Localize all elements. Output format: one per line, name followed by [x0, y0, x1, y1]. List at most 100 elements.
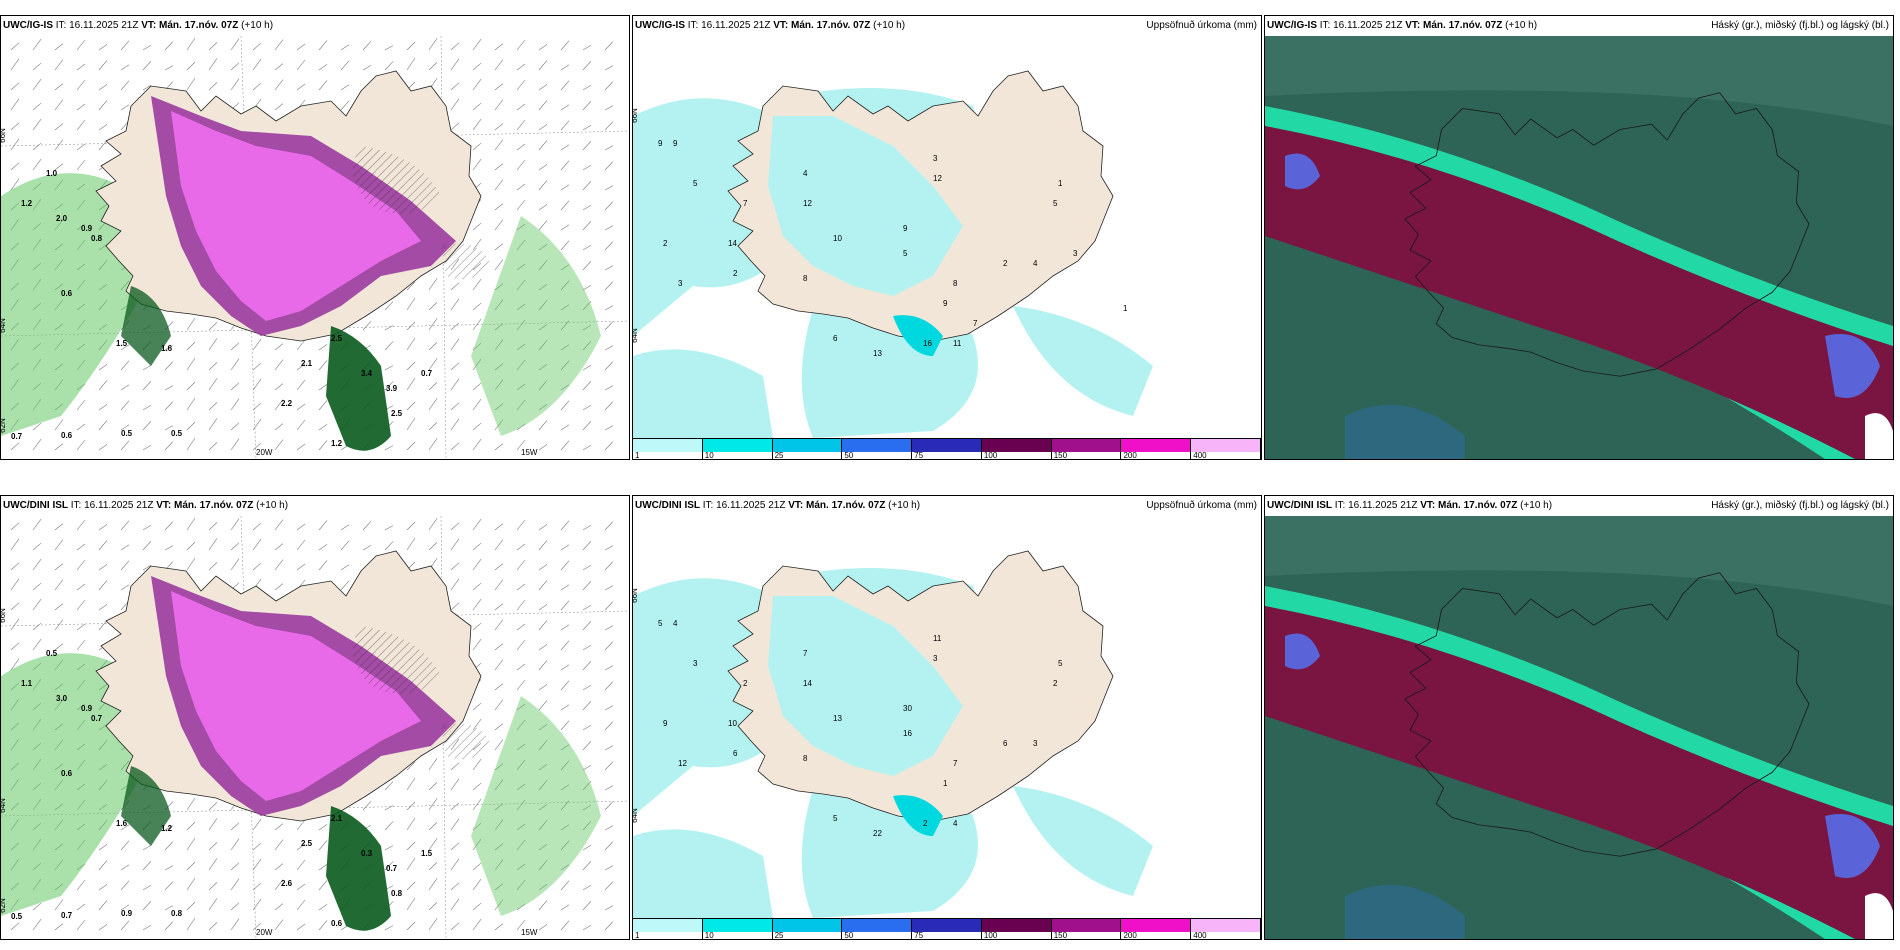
- wind-barb: [538, 404, 548, 411]
- graticule-line: [240, 516, 257, 939]
- wind-barb: [538, 100, 548, 111]
- wind-barb: [208, 522, 218, 531]
- lead-time: (+10 h): [1520, 500, 1553, 511]
- value-label: 8: [803, 754, 808, 763]
- vt-label: VT:: [773, 20, 789, 31]
- wind-barb: [76, 439, 86, 451]
- wind-barb: [582, 604, 592, 611]
- wind-barb: [406, 857, 416, 871]
- wind-barb: [472, 919, 482, 931]
- wind-barb: [252, 379, 262, 391]
- wind-barb: [98, 564, 108, 571]
- wind-barb: [186, 61, 196, 71]
- value-label: 5: [1053, 199, 1058, 208]
- wind-barb: [516, 839, 526, 851]
- colorbar-label: 200: [1123, 931, 1137, 940]
- value-label: 0.7: [421, 369, 433, 378]
- wind-barb: [98, 44, 108, 51]
- wind-barb: [274, 543, 284, 551]
- colorbar-label: 200: [1123, 451, 1137, 460]
- wind-barb: [560, 680, 570, 691]
- wind-barb: [516, 519, 526, 531]
- wind-barb: [142, 564, 152, 571]
- wind-barb: [362, 520, 372, 531]
- hatched-glacier: [353, 626, 441, 694]
- value-label: 5: [693, 179, 698, 188]
- wind-barb: [54, 619, 64, 631]
- wind-barb: [494, 123, 504, 131]
- wind-barb: [120, 880, 130, 891]
- wind-barb: [582, 540, 592, 551]
- wind-barb: [76, 119, 86, 131]
- wind-barb: [516, 663, 526, 671]
- panel-header: UWC/DINI ISL IT: 16.11.2025 21Z VT: Mán.…: [1265, 496, 1893, 516]
- wind-barb: [428, 302, 438, 311]
- vt-label: VT:: [788, 500, 804, 511]
- value-label: 2.0: [56, 214, 68, 223]
- wind-barb: [120, 104, 130, 111]
- wind-barb: [76, 143, 86, 151]
- wind-barb: [604, 905, 614, 911]
- wind-barb: [406, 41, 416, 51]
- wind-barb: [340, 580, 350, 591]
- wind-barb: [54, 59, 64, 71]
- wind-barb: [54, 43, 64, 51]
- wind-barb: [296, 819, 306, 831]
- wind-barb: [384, 781, 394, 791]
- wind-barb: [186, 397, 196, 411]
- wind-barb: [560, 784, 570, 791]
- wind-barb: [76, 903, 86, 911]
- graticule-line: [1, 610, 629, 627]
- wind-barb: [142, 380, 152, 391]
- wind-barb: [318, 400, 328, 411]
- wind-barb: [296, 83, 306, 91]
- wind-barb: [318, 560, 328, 571]
- value-label: 3.9: [386, 384, 398, 393]
- wind-barb: [230, 518, 240, 531]
- wind-barb: [428, 278, 438, 291]
- wind-barb: [494, 83, 504, 91]
- colorbar-label: 50: [844, 931, 854, 940]
- wind-barb: [538, 540, 548, 551]
- wind-barb: [538, 324, 548, 331]
- wind-barb: [208, 802, 218, 811]
- wind-barb: [296, 523, 306, 531]
- wind-barb: [516, 799, 526, 811]
- value-label: 3.0: [56, 694, 68, 703]
- wind-barb: [472, 279, 482, 291]
- wind-barb: [76, 639, 86, 651]
- value-label: 1.0: [46, 169, 58, 178]
- wind-barb: [560, 824, 570, 831]
- wind-barb: [54, 923, 64, 931]
- gust-core: [326, 806, 391, 931]
- wind-barb: [582, 764, 592, 771]
- wind-barb: [560, 744, 570, 751]
- wind-barb: [516, 303, 526, 311]
- wind-barb: [582, 244, 592, 251]
- wind-barb: [494, 419, 504, 431]
- field-title: Uppsöfnuð úrkoma (mm): [1146, 500, 1257, 511]
- wind-barb: [32, 599, 42, 611]
- wind-barb: [604, 241, 614, 251]
- wind-barb: [604, 601, 614, 611]
- wind-barb: [186, 837, 196, 851]
- colorbar-bin: 400: [1191, 439, 1261, 459]
- wind-barb: [252, 442, 262, 451]
- wind-barb: [318, 544, 328, 551]
- init-time: 16.11.2025 21Z: [716, 500, 786, 511]
- wind-barb: [582, 140, 592, 151]
- value-label: 2: [743, 679, 748, 688]
- colorbar-label: 1: [635, 451, 640, 460]
- it-label: IT:: [70, 500, 82, 511]
- value-label: 2.5: [391, 409, 403, 418]
- wind-barb: [560, 840, 570, 851]
- precip-area: [1013, 306, 1153, 416]
- colorbar-bin: 150: [1051, 439, 1122, 460]
- colorbar-label: 150: [1053, 451, 1068, 460]
- wind-barb: [538, 780, 548, 791]
- wind-barb: [186, 517, 196, 531]
- wind-barb: [582, 820, 592, 831]
- wind-barb: [164, 385, 174, 391]
- cloud-map: [1265, 36, 1893, 459]
- wind-barb: [10, 618, 20, 631]
